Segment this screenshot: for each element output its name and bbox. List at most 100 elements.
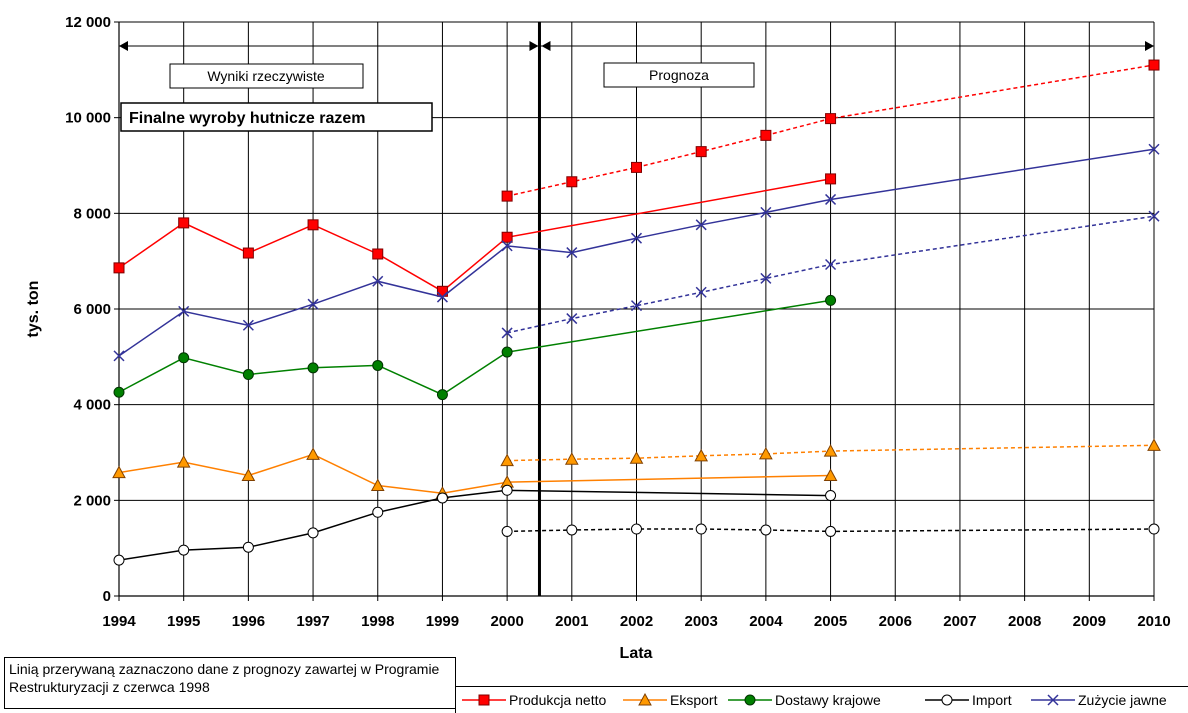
- point-import-dashed: [695, 523, 707, 535]
- chart-title-box: Finalne wyroby hutnicze razem: [120, 102, 433, 132]
- legend-item-import: Import: [925, 689, 1012, 711]
- legend-label-zuzycie: Zużycie jawne: [1078, 692, 1167, 708]
- legend-swatch-import: [925, 694, 969, 706]
- point-zuzycie-forecast: [695, 219, 707, 231]
- point-eksport: [241, 468, 256, 481]
- point-produkcja: [242, 247, 254, 259]
- point-produkcja: [307, 219, 319, 231]
- series-line-eksport-forecast: [507, 474, 831, 483]
- point-eksport-dashed: [564, 452, 579, 465]
- point-zuzycie-dashed: [1148, 210, 1160, 222]
- legend-label-eksport: Eksport: [670, 692, 718, 708]
- region-arrowhead-forecast-left: [541, 41, 551, 51]
- point-dostawy: [178, 352, 190, 364]
- point-eksport-dashed: [1147, 438, 1161, 451]
- point-eksport-forecast: [823, 468, 838, 481]
- point-produkcja-dashed: [760, 129, 772, 141]
- point-dostawy: [501, 346, 513, 358]
- chart-title: Finalne wyroby hutnicze razem: [129, 110, 366, 127]
- point-import: [178, 544, 190, 556]
- point-zuzycie-dashed: [630, 300, 643, 312]
- point-eksport-dashed: [500, 453, 514, 467]
- x-tick-label: 1995: [167, 613, 200, 630]
- x-tick-label: 2007: [943, 613, 976, 630]
- point-produkcja-dashed: [631, 161, 642, 173]
- point-import: [307, 527, 319, 539]
- legend-swatch-zuzycie: [1031, 694, 1075, 706]
- x-tick-label: 2004: [749, 613, 783, 630]
- region-label-forecast-box: Prognoza: [603, 62, 755, 88]
- point-import: [436, 492, 448, 504]
- point-produkcja-dashed: [825, 113, 837, 125]
- point-zuzycie: [436, 291, 448, 303]
- point-produkcja-dashed: [501, 190, 513, 202]
- point-zuzycie-dashed: [566, 313, 578, 325]
- point-zuzycie: [113, 350, 125, 362]
- series-layer: [112, 59, 1161, 566]
- y-tick-label: 2 000: [73, 492, 111, 509]
- point-zuzycie-dashed: [760, 272, 772, 284]
- forecast-note: Linią przerywaną zaznaczono dane z progn…: [4, 657, 456, 709]
- point-import-forecast: [825, 490, 837, 502]
- point-eksport-dashed: [823, 444, 838, 457]
- point-import-dashed: [760, 524, 772, 536]
- region-arrowhead-forecast-right: [1145, 41, 1154, 51]
- point-zuzycie: [307, 298, 319, 310]
- point-zuzycie-forecast: [566, 247, 578, 259]
- y-axis-title: tys. ton: [25, 281, 42, 338]
- region-arrows: [119, 41, 1154, 51]
- point-dostawy: [436, 389, 448, 401]
- point-import-dashed: [501, 525, 513, 537]
- point-zuzycie-forecast: [760, 206, 772, 218]
- region-label-actual-box: Wyniki rzeczywiste: [169, 63, 364, 89]
- x-tick-label: 2001: [555, 613, 588, 630]
- series-line-produkcja-forecast: [506, 178, 831, 239]
- point-zuzycie-dashed: [695, 286, 707, 298]
- point-import-dashed: [631, 523, 642, 535]
- point-eksport-dashed: [759, 446, 773, 460]
- legend-swatch-eksport: [623, 693, 667, 706]
- x-tick-label: 1997: [296, 613, 329, 630]
- x-tick-label: 2002: [620, 613, 653, 630]
- point-zuzycie: [372, 275, 384, 287]
- point-zuzycie-forecast: [1148, 143, 1160, 155]
- point-eksport-dashed: [694, 448, 709, 462]
- x-tick-label: 2000: [490, 613, 523, 630]
- point-produkcja: [113, 262, 125, 274]
- x-tick-label: 2009: [1073, 613, 1106, 630]
- point-import-dashed: [566, 524, 578, 536]
- point-eksport: [306, 447, 320, 460]
- x-tick-label: 2008: [1008, 613, 1041, 630]
- point-import-dashed: [825, 525, 837, 537]
- point-eksport: [176, 455, 191, 468]
- point-dostawy: [307, 362, 319, 374]
- point-dostawy: [372, 359, 384, 371]
- y-tick-label: 4 000: [73, 397, 111, 414]
- point-import: [242, 541, 254, 553]
- point-zuzycie: [242, 319, 254, 331]
- point-zuzycie: [501, 240, 513, 252]
- point-zuzycie-dashed: [501, 327, 513, 339]
- point-zuzycie-forecast: [630, 232, 643, 244]
- point-produkcja-forecast: [825, 173, 837, 185]
- point-zuzycie: [178, 305, 190, 317]
- legend-item-eksport: Eksport: [623, 689, 717, 711]
- y-tick-label: 6 000: [73, 301, 111, 318]
- x-tick-label: 2010: [1137, 613, 1170, 630]
- legend-label-dostawy: Dostawy krajowe: [775, 692, 881, 708]
- point-zuzycie-dashed: [825, 258, 837, 271]
- x-tick-label: 2005: [814, 613, 847, 630]
- legend-item-produkcja: Produkcja netto: [462, 689, 606, 711]
- x-axis-title: Lata: [620, 645, 653, 660]
- axes: [114, 21, 1155, 601]
- point-import: [372, 506, 384, 518]
- legend-swatch-produkcja: [462, 694, 506, 706]
- point-dostawy: [113, 386, 125, 398]
- region-label-forecast: Prognoza: [649, 67, 709, 83]
- region-arrowhead-actual-right: [529, 41, 539, 51]
- legend-item-zuzycie: Zużycie jawne: [1031, 689, 1167, 711]
- point-produkcja: [501, 231, 513, 243]
- x-tick-label: 2006: [879, 613, 912, 630]
- point-produkcja: [178, 217, 190, 229]
- point-produkcja: [372, 248, 384, 260]
